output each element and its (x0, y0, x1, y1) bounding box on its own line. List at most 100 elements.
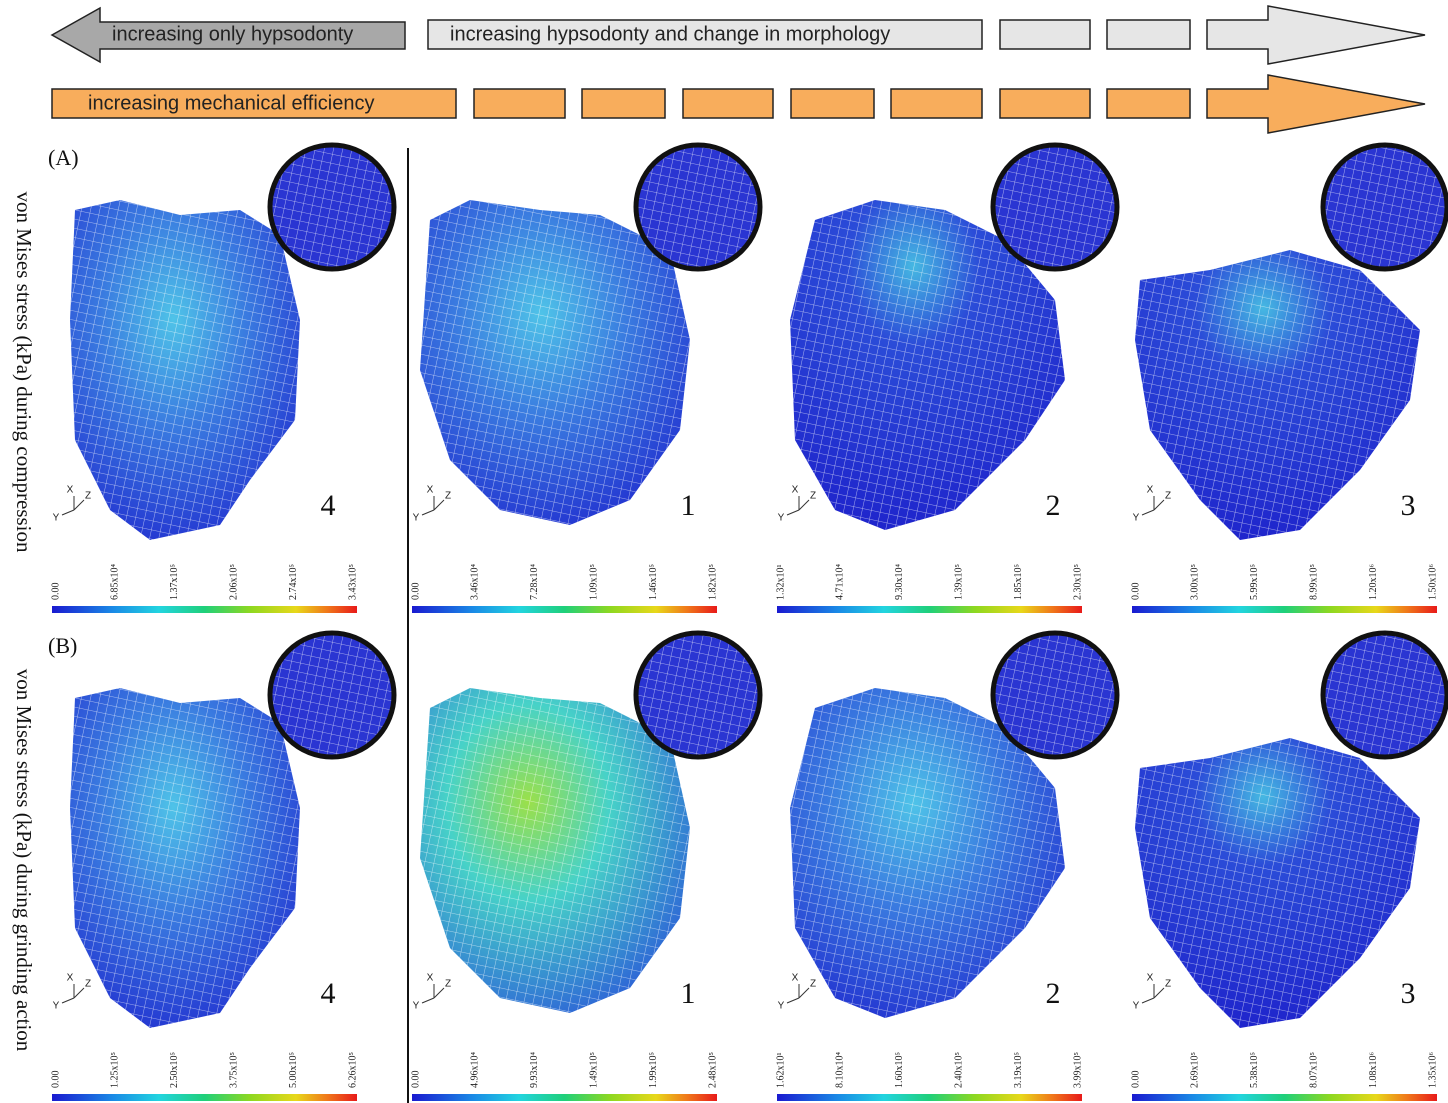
panel: 4XYZ0.006.85x10⁴1.37x10⁵2.06x10⁵2.74x10⁵… (50, 145, 394, 613)
axis-label: Z (445, 979, 451, 990)
scale-label: 5.00x10⁵ (288, 1052, 299, 1088)
page: FEA figure html, body { margin: 0; paddi… (0, 0, 1448, 1103)
triad-line (74, 988, 84, 998)
scale-label: 2.48x10⁵ (707, 1052, 718, 1088)
triad-line (434, 988, 444, 998)
scale-label: 1.50x10⁶ (1427, 564, 1438, 601)
gray-right-arrow (1207, 6, 1425, 64)
header-label: increasing hypsodonty and change in morp… (450, 23, 890, 45)
scale-label: 0.00 (1130, 583, 1141, 601)
triad-line (787, 510, 799, 515)
scale-label: 1.99x10⁵ (648, 1052, 659, 1088)
panels: (A) von Mises stress (kPa) during compres… (12, 145, 1447, 1101)
scale-label: 3.75x10⁵ (228, 1052, 239, 1088)
colour-bar (777, 606, 1082, 613)
triad-line (422, 510, 434, 515)
axis-label: Z (1165, 491, 1171, 502)
scale-label: 8.07x10⁵ (1308, 1052, 1319, 1088)
axis-label: X (427, 485, 434, 496)
triad-line (422, 998, 434, 1003)
figure: increasing only hypsodonty increasing hy… (0, 0, 1448, 1103)
model-number: 2 (1046, 489, 1061, 522)
row: (A) von Mises stress (kPa) during compres… (12, 145, 1447, 613)
scale-label: 5.99x10⁵ (1249, 564, 1260, 600)
scale-label: 1.32x10¹ (775, 565, 786, 601)
colour-bar (412, 1094, 717, 1101)
row: (B) von Mises stress (kPa) during grindin… (12, 633, 1447, 1101)
tooth-mesh (1135, 250, 1420, 540)
scale-label: 1.09x10⁵ (588, 564, 599, 600)
triad-line (1154, 500, 1164, 510)
axis-label: X (67, 485, 74, 496)
axis-label: Y (413, 1001, 420, 1012)
colour-bar (52, 1094, 357, 1101)
scale-label: 1.60x10⁵ (894, 1052, 905, 1088)
header: increasing only hypsodonty increasing hy… (52, 6, 1425, 133)
scale-label: 5.38x10⁵ (1249, 1052, 1260, 1088)
orange-box (1000, 89, 1090, 118)
scale-label: 8.10x10⁴ (835, 1052, 846, 1089)
axis-label: X (792, 973, 799, 984)
triad-line (74, 500, 84, 510)
panel: 3XYZ0.002.69x10⁵5.38x10⁵8.07x10⁵1.08x10⁶… (1130, 633, 1447, 1101)
axis-label: Y (1133, 1001, 1140, 1012)
orange-box (1107, 89, 1190, 118)
scale-label: 1.39x10⁵ (953, 564, 964, 600)
model-number: 4 (321, 489, 336, 522)
axis-label: Z (810, 491, 816, 502)
model-number: 4 (321, 977, 336, 1010)
axis-label: Z (445, 491, 451, 502)
scale-label: 0.00 (410, 583, 421, 601)
row-label: (A) (48, 145, 79, 170)
scale-label: 1.35x10⁶ (1427, 1052, 1438, 1089)
scale-label: 2.30x10⁵ (1072, 564, 1083, 600)
model-number: 1 (681, 977, 696, 1010)
triad-line (1142, 998, 1154, 1003)
scale-label: 3.46x10⁴ (470, 564, 481, 601)
gray-box (1000, 20, 1090, 49)
scale-label: 0.00 (410, 1071, 421, 1089)
scale-label: 1.85x10⁵ (1013, 564, 1024, 600)
scale-label: 1.82x10⁵ (707, 564, 718, 600)
triad-line (434, 500, 444, 510)
scale-label: 1.62x10¹ (775, 1053, 786, 1089)
scale-label: 9.93x10⁴ (529, 1052, 540, 1089)
scale-label: 1.49x10⁵ (588, 1052, 599, 1088)
scale-label: 2.50x10⁵ (169, 1052, 180, 1088)
scale-label: 3.19x10⁵ (1013, 1052, 1024, 1088)
side-label: von Mises stress (kPa) during compressio… (12, 191, 36, 553)
row-label: (B) (48, 633, 77, 658)
colour-bar (52, 606, 357, 613)
axis-label: Y (53, 1001, 60, 1012)
axis-label: Y (53, 513, 60, 524)
scale-label: 2.40x10⁵ (953, 1052, 964, 1088)
scale-label: 0.00 (1130, 1071, 1141, 1089)
scale-label: 6.26x10⁵ (347, 1052, 358, 1088)
triad-line (1142, 510, 1154, 515)
axis-label: Y (778, 513, 785, 524)
axis-label: X (67, 973, 74, 984)
scale-label: 3.43x10⁵ (347, 564, 358, 600)
axis-label: X (1147, 485, 1154, 496)
axis-label: X (427, 973, 434, 984)
axis-label: Y (1133, 513, 1140, 524)
axis-label: Z (85, 491, 91, 502)
header-label: increasing mechanical efficiency (88, 92, 374, 114)
panel: 1XYZ0.003.46x10⁴7.28x10⁴1.09x10⁵1.46x10⁵… (410, 145, 760, 613)
tooth-mesh (70, 200, 300, 540)
tooth-mesh (70, 688, 300, 1028)
model-number: 2 (1046, 977, 1061, 1010)
scale-label: 1.08x10⁶ (1368, 1052, 1379, 1089)
scale-label: 3.00x10⁵ (1190, 564, 1201, 600)
scale-label: 1.25x10⁵ (110, 1052, 121, 1088)
orange-box (791, 89, 874, 118)
colour-bar (777, 1094, 1082, 1101)
scale-label: 9.30x10⁴ (894, 564, 905, 601)
scale-label: 6.85x10⁴ (110, 564, 121, 601)
side-label: von Mises stress (kPa) during grinding a… (12, 669, 36, 1052)
triad-line (799, 500, 809, 510)
model-number: 3 (1401, 489, 1416, 522)
scale-label: 8.99x10⁵ (1308, 564, 1319, 600)
